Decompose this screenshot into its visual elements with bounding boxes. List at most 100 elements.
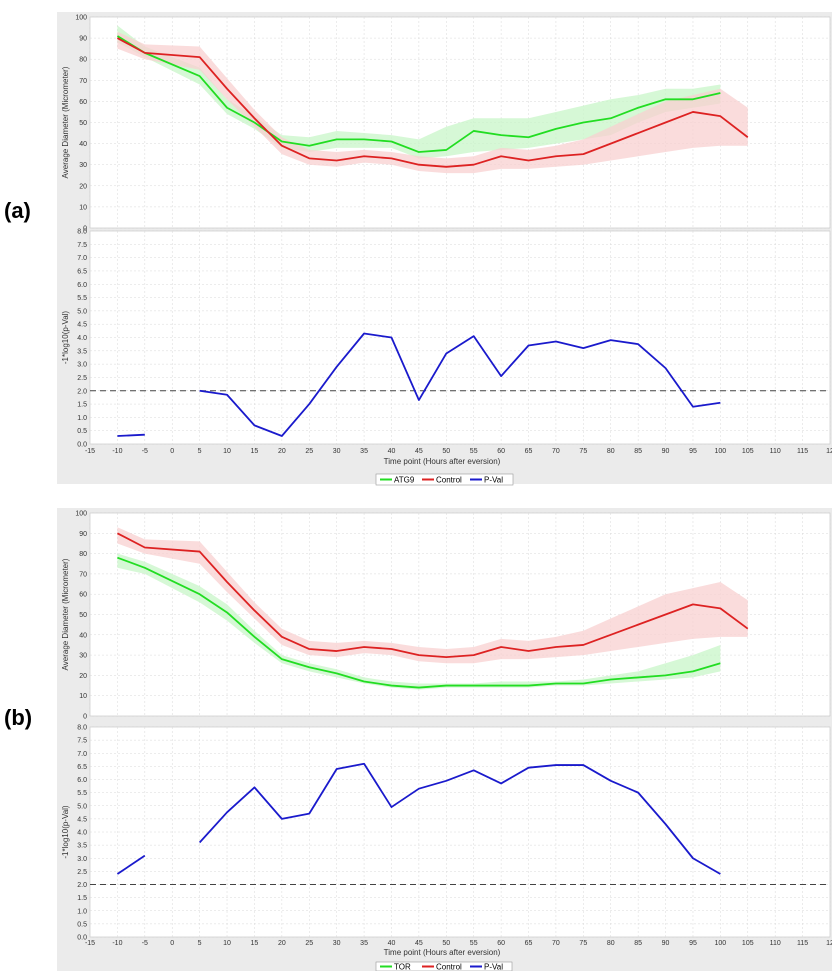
panel-a-diameter-y-tick-label: 30 [79,162,87,169]
panel-b-legend: TOR Control P-Val [375,961,513,972]
panel-a-diameter-y-axis-title: Average Diameter (Micrometer) [61,66,70,178]
panel-b-x-tick-label: 10 [223,940,231,947]
panel-a-legend: ATG9 Control P-Val [375,473,514,486]
panel-a-pvalue-y-tick-label: 6.0 [77,282,87,289]
panel-a-pvalue-y-tick-label: 2.0 [77,388,87,395]
panel-b-pval-line-segment [198,762,721,875]
panel-b-pvalue-y-tick-label: 4.5 [77,816,87,823]
panel-a-pvalue-y-tick-label: 0.5 [77,428,87,435]
panel-b-x-tick-label: 30 [333,940,341,947]
panel-a-x-tick-label: 10 [223,448,231,455]
panel-a-x-tick-label: 35 [360,448,368,455]
panel-b-diameter-y-tick-label: 60 [79,592,87,599]
panel-b-diameter-y-axis-title: Average Diameter (Micrometer) [61,558,70,670]
panel-b-x-tick-label: 105 [742,940,754,947]
panel-a-diameter-y-tick-label: 60 [79,99,87,106]
panel-b-pvalue-y-tick-label: 3.5 [77,843,87,850]
panel-b-x-tick-label: 115 [797,940,808,947]
panel-a-x-tick-label: 50 [442,448,450,455]
panel-b-legend-label: Control [436,963,462,972]
panel-a-pval-line-segment [117,433,145,437]
panel-a-x-tick-label: 5 [198,448,202,455]
panel-a-pvalue-y-tick-label: 3.5 [77,348,87,355]
panel-a-x-tick-label: 95 [689,448,697,455]
panel-b-x-tick-label: 55 [470,940,478,947]
panel-a-x-tick-label: -5 [142,448,148,455]
panel-b-control-line [116,532,749,659]
panel-b-pvalue-y-axis-title: -1*log10(p-Val) [61,805,70,859]
panel-b-x-tick-label: -10 [112,940,122,947]
panel-a-pvalue-y-tick-label: 5.0 [77,308,87,315]
panel-a-x-tick-label: -15 [85,448,95,455]
panel-b-diameter-y-tick-label: 80 [79,551,87,558]
panel-a-diameter-y-tick-label: 70 [79,78,87,85]
panel-a-x-tick-label: 100 [715,448,727,455]
panel-a-diameter-y-tick-label: 0 [83,226,87,233]
panel-b-pvalue-plot: 0.0 0.5 1.0 1.5 2.0 2.5 3.0 3.5 4.0 4.5 5.0 5.5 6.0 6… [61,725,831,942]
panel-b-pvalue-y-tick-label: 7.5 [77,738,87,745]
panel-b-x-tick-label: 50 [442,940,450,947]
panel-a-x-tick-label: 75 [579,448,587,455]
panel-a-pvalue-y-tick-label: 1.5 [77,402,87,409]
panel-b-x-tick-label: 70 [552,940,560,947]
panel-a-x-tick-label: 105 [742,448,754,455]
panel-a-x-tick-label: 55 [470,448,478,455]
panel-a-x-tick-label: 30 [333,448,341,455]
panel-a-pvalue-y-tick-label: 7.0 [77,255,87,262]
panel-b-diameter-y-tick-label: 0 [83,714,87,721]
panel-a-x-tick-label: 60 [497,448,505,455]
panel-a-atg9-line [116,35,721,153]
panel-b-legend-label: TOR [394,963,411,972]
panel-a-x-tick-label: 45 [415,448,423,455]
panel-a-pvalue-y-tick-label: 3.0 [77,362,87,369]
panel-a-diameter-y-tick-label: 10 [79,204,87,211]
panel-a-x-tick-label: 110 [770,448,781,455]
panel-b-diameter-y-tick-label: 10 [79,693,87,700]
panel-b-x-tick-label: 85 [634,940,642,947]
panel-a-pvalue-y-tick-label: 2.5 [77,375,87,382]
panel-b-pvalue-y-tick-label: 6.0 [77,777,87,784]
panel-b-pvalue-y-tick-label: 1.5 [77,895,87,902]
panel-a-x-tick-label: 25 [305,448,313,455]
panel-a-pval-line-segment [199,332,721,437]
panel-b-pvalue-y-tick-label: 5.0 [77,803,87,810]
panel-a-legend-label: P-Val [484,476,503,485]
panel-a-diameter-y-tick-label: 90 [79,36,87,43]
panel-b-diameter-y-tick-label: 20 [79,673,87,680]
panel-b-x-tick-label: 80 [607,940,615,947]
panel-a-label: (a) [4,198,31,223]
panel-a-pvalue-y-tick-label: 4.5 [77,322,87,329]
panel-b-tor-line [117,556,721,689]
panel-b-x-tick-label: 20 [278,940,286,947]
panel-a-control-line [116,37,749,168]
panel-b-diameter-y-tick-label: 90 [79,531,87,538]
panel-a-legend-label: Control [436,476,462,485]
panel-b-x-tick-label: 100 [715,940,727,947]
panel-b-x-tick-label: 0 [170,940,174,947]
panel-a-x-tick-label: 12 [826,448,832,455]
panel-a-diameter-y-tick-label: 100 [75,15,87,22]
panel-b-diameter-plot: 0 10 20 30 40 50 60 70 80 90 100 Average Diameter (… [61,511,831,721]
panel-a-x-tick-label: 40 [388,448,396,455]
panel-b-x-tick-label: 40 [388,940,396,947]
panel-b-pvalue-y-tick-label: 4.0 [77,830,87,837]
panel-b-pvalue-y-tick-label: 7.0 [77,751,87,758]
panel-a-pvalue-y-tick-label: 7.5 [77,242,87,249]
panel-a-pvalue-y-tick-label: 0.0 [77,442,87,449]
panel-a-pvalue-plot: 0.0 0.5 1.0 1.5 2.0 2.5 3.0 3.5 4.0 4.5 5.0 5.5 6.0 6… [61,229,831,449]
panel-b-pvalue-y-tick-label: 1.0 [77,908,87,915]
panel-b-pvalue-y-tick-label: 5.5 [77,790,87,797]
panel-b-x-tick-label: 60 [497,940,505,947]
panel-b-x-tick-label: 95 [689,940,697,947]
panel-a-pvalue-y-tick-label: 6.5 [77,268,87,275]
panel-a-diameter-y-tick-label: 50 [79,120,87,127]
panel-b-x-tick-label: 35 [360,940,368,947]
panel-a-pvalue-y-tick-label: 4.0 [77,335,87,342]
panel-b-pvalue-y-tick-label: 2.5 [77,869,87,876]
panel-b-x-tick-label: 12 [826,940,832,947]
panel-b-label: (b) [4,705,32,730]
panel-b-diameter-y-tick-label: 100 [75,511,87,518]
